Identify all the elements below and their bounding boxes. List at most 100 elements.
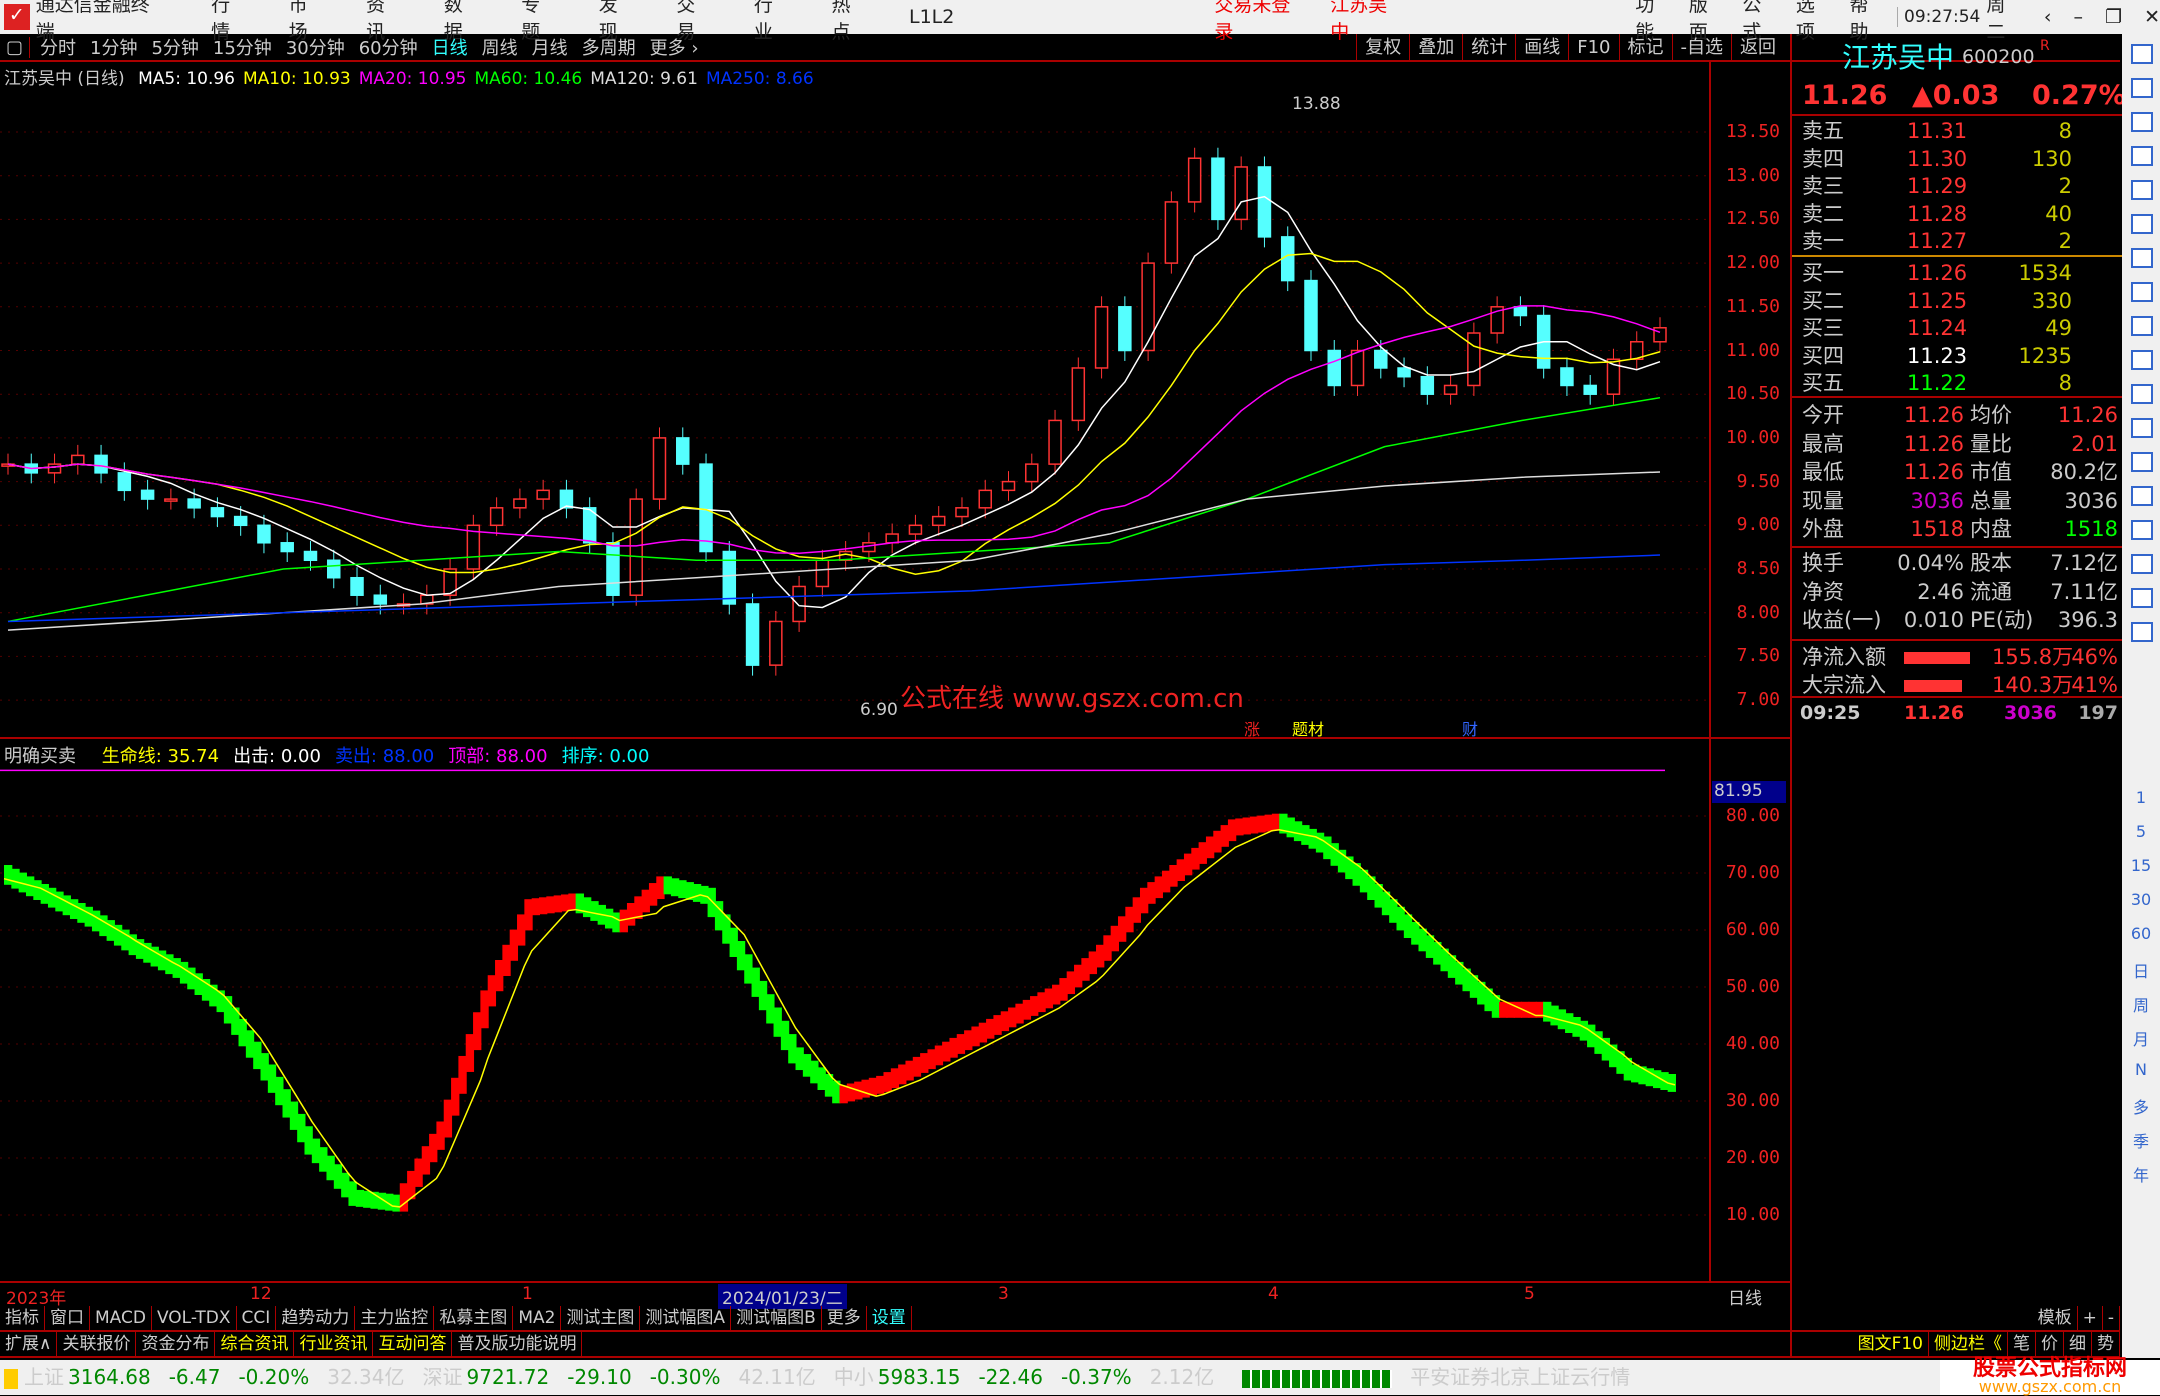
tool-icon[interactable]	[2131, 180, 2153, 200]
tool-button[interactable]: F10	[1568, 34, 1618, 62]
menu-item[interactable]: 热点	[831, 0, 851, 43]
period-more[interactable]: 更多 ›	[649, 38, 699, 59]
extension-tab[interactable]: 综合资讯	[215, 1332, 295, 1356]
bid-row[interactable]: 买三 11.24 49	[1792, 315, 2122, 342]
side-tab[interactable]: 势	[2092, 1332, 2120, 1356]
extension-tab[interactable]: 扩展∧	[0, 1332, 58, 1356]
tool-icon[interactable]	[2131, 486, 2153, 506]
ask-row[interactable]: 卖五 11.31 8	[1792, 118, 2122, 145]
ask-row[interactable]: 卖二 11.28 40	[1792, 201, 2122, 228]
template-button[interactable]: 模板	[2033, 1306, 2078, 1330]
indicator-tab[interactable]: CCI	[237, 1306, 277, 1330]
tool-icon[interactable]	[2131, 622, 2153, 642]
tool-icon[interactable]	[2131, 384, 2153, 404]
tool-button[interactable]: 标记	[1618, 34, 1672, 62]
tool-icon[interactable]	[2131, 248, 2153, 268]
side-tab[interactable]: 图文F10	[1853, 1332, 1929, 1356]
period-shortcut[interactable]: 周	[2132, 996, 2149, 1015]
period-shortcut[interactable]: 60	[2130, 924, 2152, 943]
template-button[interactable]: -	[2103, 1306, 2120, 1330]
indicator-title[interactable]: 明确买卖	[4, 746, 76, 767]
side-tab[interactable]: 细	[2064, 1332, 2092, 1356]
extension-tab[interactable]: 普及版功能说明	[452, 1332, 583, 1356]
period-shortcut[interactable]: 多	[2132, 1098, 2149, 1117]
minimize-button[interactable]: –	[2073, 6, 2084, 28]
login-status[interactable]: 交易未登录	[1214, 0, 1291, 43]
indicator-tab[interactable]: 主力监控	[355, 1306, 435, 1330]
tool-icon[interactable]	[2131, 44, 2153, 64]
tool-icon[interactable]	[2131, 112, 2153, 132]
indicator-tab[interactable]: 更多	[822, 1306, 867, 1330]
period-tab[interactable]: 1分钟	[90, 38, 138, 59]
tool-button[interactable]: 统计	[1462, 34, 1515, 62]
bid-row[interactable]: 买一 11.26 1534	[1792, 260, 2122, 287]
panel-toggle-icon[interactable]: ▢	[0, 36, 30, 58]
tool-icon[interactable]	[2131, 418, 2153, 438]
period-shortcut[interactable]: 年	[2132, 1166, 2149, 1185]
extension-tab[interactable]: 资金分布	[136, 1332, 216, 1356]
index-name[interactable]: 深证	[422, 1365, 463, 1389]
bid-row[interactable]: 买二 11.25 330	[1792, 288, 2122, 315]
menu-item[interactable]: 市场	[288, 0, 308, 43]
menu-options[interactable]: 选项	[1795, 0, 1815, 43]
restore-button[interactable]: ❐	[2105, 6, 2123, 28]
marker-finance[interactable]: 财	[1462, 720, 1479, 739]
period-tab[interactable]: 月线	[531, 38, 568, 59]
template-button[interactable]: +	[2078, 1306, 2103, 1330]
tool-icon[interactable]	[2131, 588, 2153, 608]
period-shortcut[interactable]: 日	[2132, 962, 2149, 981]
period-tab[interactable]: 30分钟	[285, 38, 345, 59]
indicator-tab[interactable]: 测试主图	[561, 1306, 641, 1330]
period-tab-daily[interactable]: 日线	[431, 38, 468, 59]
period-tab[interactable]: 周线	[481, 38, 518, 59]
extension-tab[interactable]: 互动问答	[373, 1332, 453, 1356]
indicator-tab[interactable]: 测试幅图B	[731, 1306, 822, 1330]
menu-item[interactable]: 资讯	[366, 0, 386, 43]
indicator-tab[interactable]: 设置	[867, 1306, 912, 1330]
menu-item[interactable]: 交易	[676, 0, 696, 43]
index-name[interactable]: 上证	[24, 1365, 64, 1389]
period-shortcut[interactable]: 15	[2130, 856, 2152, 875]
period-shortcut[interactable]: 月	[2132, 1030, 2149, 1049]
period-tab[interactable]: 5分钟	[151, 38, 199, 59]
tool-button[interactable]: 返回	[1731, 34, 1784, 62]
side-tab[interactable]: 笔	[2008, 1332, 2036, 1356]
period-tab[interactable]: 15分钟	[212, 38, 272, 59]
menu-item[interactable]: 发现	[598, 0, 618, 43]
tool-button[interactable]: 复权	[1356, 34, 1409, 62]
indicator-tab[interactable]: 私募主图	[434, 1306, 514, 1330]
side-tab[interactable]: 价	[2036, 1332, 2064, 1356]
indicator-tab[interactable]: MACD	[90, 1306, 152, 1330]
tool-icon[interactable]	[2131, 554, 2153, 574]
ask-row[interactable]: 卖四 11.30 130	[1792, 146, 2122, 173]
menu-layout[interactable]: 版面	[1688, 0, 1708, 43]
indicator-tab[interactable]: 趋势动力	[276, 1306, 356, 1330]
ask-row[interactable]: 卖三 11.29 2	[1792, 173, 2122, 200]
menu-function[interactable]: 功能	[1635, 0, 1655, 43]
menu-item[interactable]: 专题	[521, 0, 541, 43]
tool-icon[interactable]	[2131, 214, 2153, 234]
menu-item[interactable]: L1L2	[908, 6, 955, 28]
side-tab[interactable]: 侧边栏《	[1929, 1332, 2008, 1356]
bid-row[interactable]: 买四 11.23 1235	[1792, 343, 2122, 370]
ask-row[interactable]: 卖一 11.27 2	[1792, 228, 2122, 255]
period-tab[interactable]: 分时	[40, 38, 76, 59]
period-shortcut[interactable]: 30	[2130, 890, 2152, 909]
period-shortcut[interactable]: 5	[2135, 822, 2147, 841]
extension-tab[interactable]: 行业资讯	[294, 1332, 374, 1356]
tool-icon[interactable]	[2131, 350, 2153, 370]
marker-theme[interactable]: 题材	[1292, 720, 1325, 739]
menu-formula[interactable]: 公式	[1742, 0, 1762, 43]
indicator-tab[interactable]: 测试幅图A	[640, 1306, 732, 1330]
tool-button[interactable]: -自选	[1671, 34, 1732, 62]
tool-icon[interactable]	[2131, 282, 2153, 302]
menu-item[interactable]: 数据	[443, 0, 463, 43]
close-button[interactable]: ✕	[2144, 6, 2160, 28]
menu-help[interactable]: 帮助	[1849, 0, 1869, 43]
period-tab[interactable]: 多周期	[581, 38, 636, 59]
tool-button[interactable]: 叠加	[1409, 34, 1462, 62]
menu-item[interactable]: 行情	[211, 0, 231, 43]
chart-area[interactable]	[0, 62, 1790, 1358]
tool-icon[interactable]	[2131, 78, 2153, 98]
menu-item[interactable]: 行业	[753, 0, 773, 43]
